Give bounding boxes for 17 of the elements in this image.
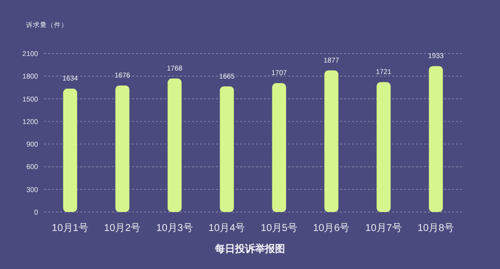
text: 每日投诉举报图	[214, 243, 285, 255]
x-tick-label: 10月3号	[156, 223, 193, 234]
bar	[115, 86, 130, 212]
x-tick-label: 10月2号	[104, 223, 141, 234]
x-tick-label: 10月4号	[208, 223, 246, 234]
bar	[272, 83, 286, 212]
bar	[63, 88, 78, 212]
bar	[168, 78, 182, 212]
x-tick-label: 10月1号	[52, 223, 88, 234]
x-tick-label: 10月5号	[260, 223, 298, 234]
x-tick-label: 10月8号	[418, 223, 454, 234]
bar	[376, 82, 391, 212]
x-tick-label: 10月6号	[313, 223, 350, 234]
x-tick-label: 10月7号	[365, 223, 402, 234]
bar	[324, 70, 338, 212]
bar	[220, 86, 234, 212]
bar	[428, 66, 443, 212]
